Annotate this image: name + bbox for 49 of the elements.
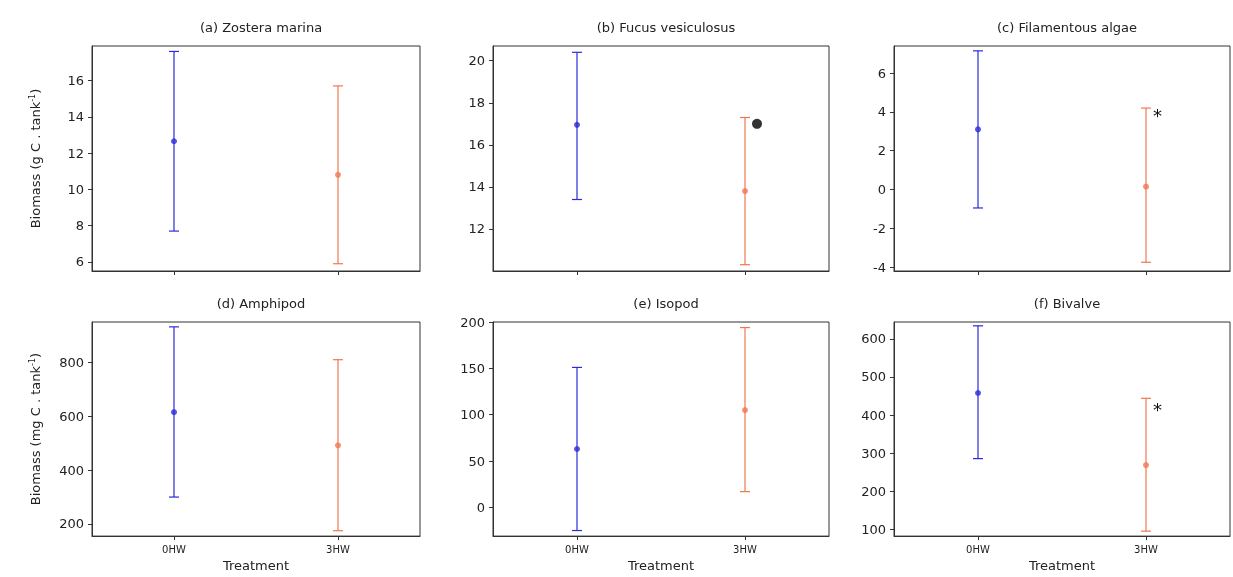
y-tick-label: 300 (861, 445, 886, 461)
chart-title: (e) Isopod (633, 296, 699, 311)
y-tick-label: 4 (877, 104, 886, 120)
y-tick-label: 50 (468, 453, 485, 469)
annotation: * (1153, 398, 1162, 420)
chart-title: (f) Bivalve (1033, 296, 1101, 311)
x-tick-label: 3HW (733, 543, 757, 555)
y-tick-label: 100 (460, 407, 485, 423)
y-tick-label: 800 (59, 354, 84, 370)
y-tick-label: 12 (67, 145, 84, 161)
y-tick-label: 100 (861, 522, 886, 538)
x-axis-title: Treatment (626, 558, 695, 573)
y-tick-label: 600 (59, 408, 84, 424)
y-tick-label: -4 (873, 259, 886, 275)
y-tick-label: 200 (460, 314, 485, 330)
y-tick-label: 0 (476, 499, 485, 515)
y-tick-label: 400 (861, 407, 886, 423)
chart-title: (b) Fucus vesiculosus (596, 20, 736, 35)
chart-title: (d) Amphipod (216, 296, 306, 311)
y-tick-label: 14 (67, 109, 84, 125)
y-tick-label: 500 (861, 369, 886, 385)
x-tick-label: 0HW (162, 543, 186, 555)
y-tick-label: 150 (460, 360, 485, 376)
y-tick-label: -2 (873, 220, 886, 236)
y-tick-label: 2 (877, 143, 886, 159)
y-tick-label: 600 (861, 331, 886, 347)
y-tick-label: 6 (75, 254, 84, 270)
y-tick-label: 20 (468, 53, 485, 69)
x-axis-title: Treatment (1027, 558, 1096, 573)
x-axis-title: Treatment (221, 558, 290, 573)
y-tick-label: 0 (877, 182, 886, 198)
y-tick-label: 8 (75, 218, 84, 234)
y-tick-label: 16 (67, 72, 84, 88)
y-tick-label: 200 (59, 516, 84, 532)
y-tick-label: 14 (468, 179, 485, 195)
chart-title: (c) Filamentous algae (996, 20, 1138, 35)
y-tick-label: 16 (468, 137, 485, 153)
x-tick-label: 0HW (966, 543, 990, 555)
x-tick-label: 3HW (1134, 543, 1158, 555)
y-tick-label: 6 (877, 65, 886, 81)
annotation: * (1153, 105, 1162, 127)
x-tick-label: 3HW (326, 543, 350, 555)
chart-title: (a) Zostera marina (199, 20, 323, 35)
y-tick-label: 200 (861, 483, 886, 499)
y-tick-label: 10 (67, 181, 84, 197)
y-tick-label: 400 (59, 462, 84, 478)
y-tick-label: 12 (468, 221, 485, 237)
y-tick-label: 18 (468, 95, 485, 111)
x-tick-label: 0HW (565, 543, 589, 555)
